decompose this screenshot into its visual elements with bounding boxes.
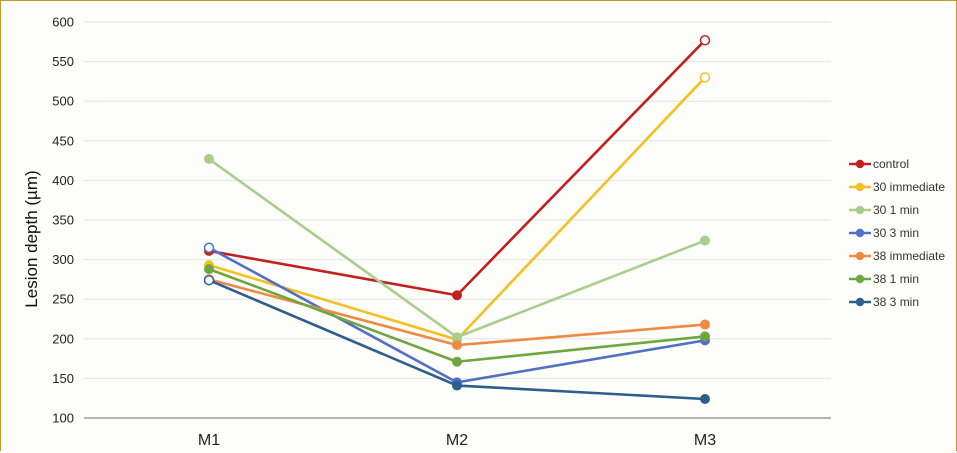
legend-label: control (873, 157, 909, 171)
legend-label: 38 1 min (873, 272, 919, 286)
y-axis-label: Lesion depth (µm) (22, 170, 41, 307)
legend-item: control (849, 157, 909, 171)
y-axis-ticks: 100 150 200 250 300 350 400 450 500 550 600 (52, 15, 74, 426)
data-point (452, 290, 462, 301)
series-38-1-min (204, 264, 710, 367)
data-point (700, 235, 710, 246)
data-point (699, 72, 711, 83)
data-point (700, 331, 710, 342)
x-axis: M1 M2 M3 (84, 417, 831, 449)
x-tick-label: M2 (446, 432, 468, 449)
data-point (204, 264, 214, 275)
legend-label: 38 3 min (873, 295, 919, 309)
data-point (452, 380, 462, 391)
legend-label: 30 immediate (873, 180, 945, 194)
series-30-1-min (204, 154, 710, 343)
legend-swatch-dot (855, 228, 865, 238)
legend-item: 30 immediate (849, 180, 945, 194)
y-tick-label: 300 (52, 252, 74, 267)
x-tick-label: M1 (198, 432, 220, 449)
legend-item: 38 1 min (849, 272, 919, 286)
legend-item: 38 immediate (849, 249, 945, 263)
data-point (452, 340, 462, 351)
y-tick-label: 500 (52, 94, 74, 109)
legend-label: 30 1 min (873, 203, 919, 217)
data-point (699, 34, 711, 46)
y-tick-label: 400 (52, 173, 74, 188)
x-tick-label: M3 (694, 432, 716, 449)
series-control (204, 34, 711, 301)
legend-item: 38 3 min (849, 295, 919, 309)
legend-label: 30 3 min (873, 226, 919, 240)
data-point (452, 356, 462, 367)
data-point (700, 393, 710, 404)
data-point (204, 154, 214, 165)
legend-label: 38 immediate (873, 249, 945, 263)
y-tick-label: 600 (52, 15, 74, 30)
legend: control 30 immediate 30 1 min 30 3 min 38 im… (849, 157, 945, 309)
data-point (203, 274, 215, 286)
y-tick-label: 200 (52, 331, 74, 346)
series-38-3-min (203, 274, 710, 404)
legend-swatch-dot (855, 274, 865, 284)
series-layer (203, 34, 711, 404)
legend-swatch-dot (855, 205, 865, 215)
y-tick-label: 350 (52, 213, 74, 228)
legend-item: 30 1 min (849, 203, 919, 217)
legend-item: 30 3 min (849, 226, 919, 240)
y-tick-label: 150 (52, 371, 74, 386)
y-tick-label: 550 (52, 54, 74, 69)
legend-swatch-dot (855, 159, 865, 169)
y-tick-label: 450 (52, 133, 74, 148)
data-point (700, 319, 710, 330)
data-point (203, 242, 215, 253)
y-tick-label: 250 (52, 292, 74, 307)
legend-swatch-dot (855, 182, 865, 192)
legend-swatch-dot (855, 251, 865, 261)
y-tick-label: 100 (52, 411, 74, 426)
grid (84, 21, 831, 379)
legend-swatch-dot (855, 297, 865, 307)
series-line (207, 38, 707, 297)
